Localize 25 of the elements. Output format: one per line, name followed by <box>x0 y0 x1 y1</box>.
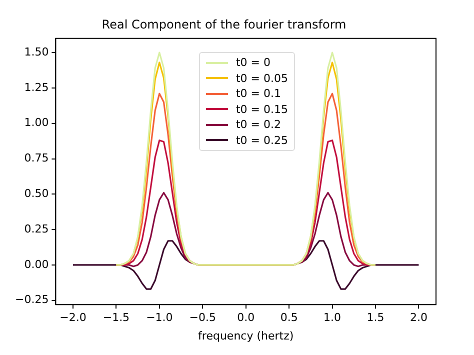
y-tick-label: 0.00 <box>24 258 49 271</box>
x-tick-label: 1.0 <box>324 311 342 324</box>
x-tick-label: 0.0 <box>237 311 255 324</box>
y-tick-label: 1.25 <box>24 80 49 94</box>
y-tick-label: 1.00 <box>24 116 49 130</box>
x-tick-label: −0.5 <box>189 311 216 324</box>
x-tick-label: −1.5 <box>102 311 130 324</box>
chart-title: Real Component of the fourier transform <box>102 17 346 32</box>
legend-label: t0 = 0.2 <box>236 117 282 132</box>
y-tick-label: 0.75 <box>24 152 49 165</box>
y-tick-label: −0.25 <box>14 293 49 306</box>
legend-label: t0 = 0.25 <box>236 132 288 148</box>
y-tick-label: 0.50 <box>24 187 49 200</box>
y-tick-label: 1.50 <box>24 45 49 58</box>
x-axis-title: frequency (hertz) <box>198 329 294 342</box>
x-tick-label: −2.0 <box>60 311 86 324</box>
legend-label: t0 = 0.15 <box>236 102 288 117</box>
x-tick-label: 2.0 <box>410 311 428 324</box>
x-tick-label: 0.5 <box>280 311 298 324</box>
y-tick-label: 0.25 <box>24 222 49 236</box>
x-tick-label: 1.5 <box>366 311 384 324</box>
x-tick-label: −1.0 <box>146 311 173 324</box>
legend-label: t0 = 0.1 <box>236 86 282 102</box>
legend-label: t0 = 0.05 <box>236 70 288 86</box>
legend-label: t0 = 0 <box>236 55 271 70</box>
